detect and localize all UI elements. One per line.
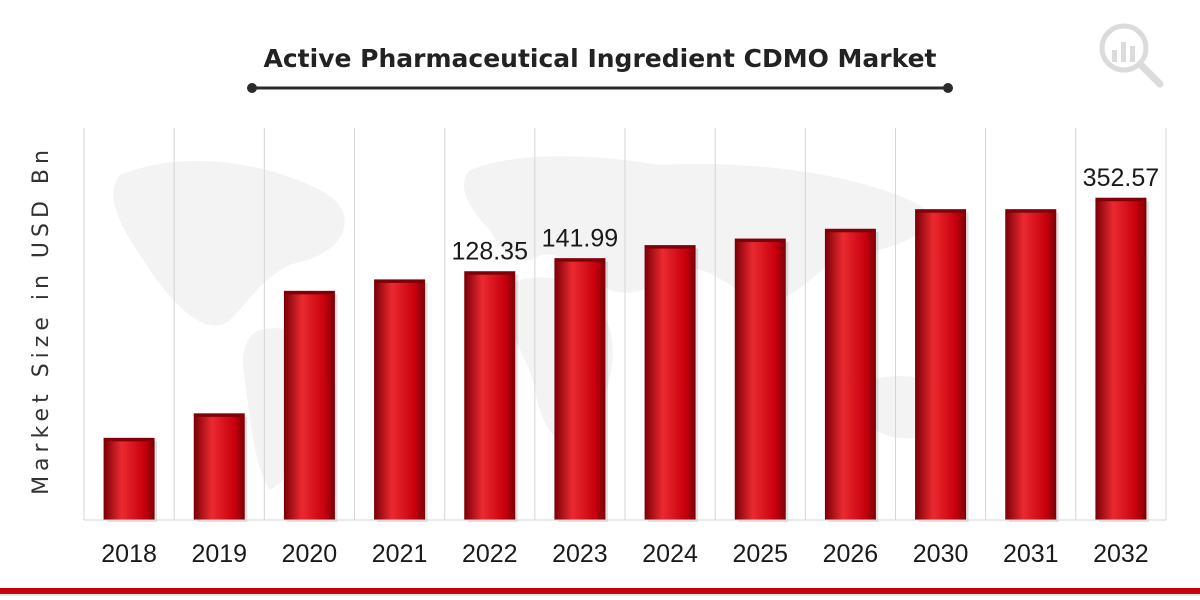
x-tick-2022: 2022 <box>462 540 518 568</box>
x-tick-2019: 2019 <box>191 540 247 568</box>
title-rule-right-dot <box>943 83 953 93</box>
bar <box>1005 209 1057 521</box>
bottom-accent-underline <box>0 594 1200 596</box>
x-tick-labels: 2018 2019 2020 2021 2022 2023 2024 2025 2026 2030… <box>101 540 1148 568</box>
bar-top-bevel <box>464 271 515 275</box>
x-tick-2021: 2021 <box>372 540 428 568</box>
bar <box>464 271 516 521</box>
data-labels: 128.35 141.99 352.57 <box>452 164 1160 266</box>
bar-2020 <box>283 290 338 522</box>
bar-2025 <box>734 238 789 523</box>
bar-top-bevel <box>1005 209 1056 213</box>
bar-top-bevel <box>374 279 425 283</box>
bar-2030 <box>915 209 969 522</box>
bar <box>644 245 696 521</box>
x-tick-2023: 2023 <box>552 540 608 568</box>
gridlines <box>83 128 1167 520</box>
data-label-2022: 128.35 <box>452 238 528 266</box>
bar <box>103 437 155 521</box>
bar-top-bevel <box>194 413 245 417</box>
bar-2018 <box>103 437 158 522</box>
bar-2031 <box>1005 209 1059 522</box>
x-tick-2032: 2032 <box>1093 540 1149 568</box>
bar-2019 <box>193 413 248 522</box>
x-tick-2026: 2026 <box>823 540 879 568</box>
bar <box>915 209 967 521</box>
bar-2026 <box>824 228 879 522</box>
bar-top-bevel <box>645 245 696 249</box>
bottom-accent-band <box>0 588 1200 594</box>
title-underline <box>247 83 953 93</box>
bar-2022 <box>464 271 518 522</box>
bar-top-bevel <box>554 258 605 262</box>
bar-top-bevel <box>735 239 786 243</box>
bar-top-bevel <box>1095 198 1146 202</box>
x-tick-2020: 2020 <box>282 540 338 568</box>
bar <box>374 279 426 521</box>
bar-top-bevel <box>104 438 155 442</box>
x-tick-2030: 2030 <box>913 540 969 568</box>
x-tick-2024: 2024 <box>642 540 698 568</box>
bar-2021 <box>374 279 428 522</box>
bar <box>824 228 876 521</box>
data-label-2032: 352.57 <box>1083 164 1159 192</box>
y-axis-label: Market Size in USD Bn <box>29 145 54 495</box>
bars <box>103 197 1149 523</box>
chart-title: Active Pharmaceutical Ingredient CDMO Ma… <box>264 44 937 73</box>
x-tick-2018: 2018 <box>101 540 157 568</box>
bar-2032 <box>1095 197 1149 522</box>
bar <box>734 238 786 521</box>
bar-2024 <box>644 245 699 522</box>
bar <box>193 413 245 521</box>
data-label-2023: 141.99 <box>542 225 618 253</box>
magnifier-chart-logo <box>1099 23 1164 88</box>
bar <box>283 290 335 521</box>
bar-2023 <box>554 258 608 522</box>
x-tick-2031: 2031 <box>1003 540 1059 568</box>
bar-top-bevel <box>825 229 876 233</box>
x-tick-2025: 2025 <box>732 540 788 568</box>
bar-top-bevel <box>284 291 335 295</box>
bar <box>554 258 606 521</box>
bar <box>1095 197 1147 521</box>
bar-top-bevel <box>915 209 966 213</box>
title-rule-left-dot <box>247 83 257 93</box>
